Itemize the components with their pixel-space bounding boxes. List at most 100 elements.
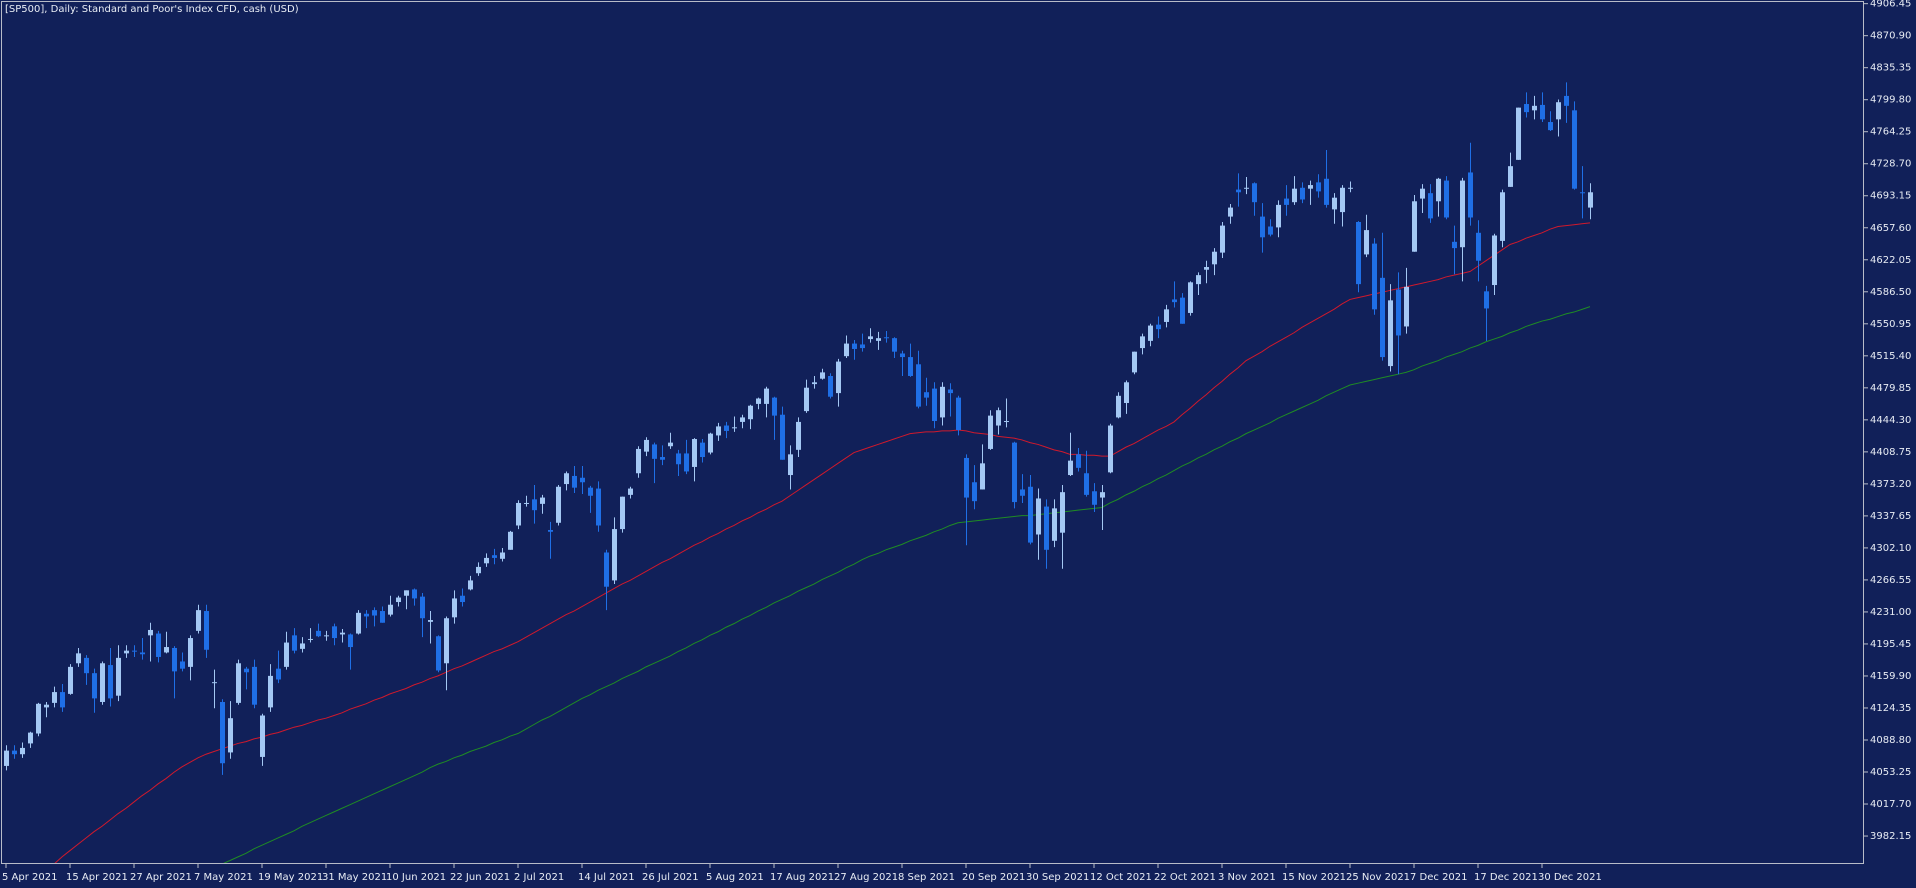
candle-body — [428, 620, 433, 622]
candle-body — [572, 475, 577, 488]
candle-body — [1236, 189, 1241, 193]
candle-body — [884, 337, 889, 339]
y-tick-label: 4302.10 — [1870, 543, 1911, 554]
candle-body — [1092, 491, 1097, 505]
y-tick-label: 4159.90 — [1870, 671, 1911, 682]
x-tick-label: 27 Apr 2021 — [130, 872, 192, 883]
y-tick-label: 4231.00 — [1870, 607, 1911, 618]
candle-body — [1572, 110, 1577, 189]
y-tick-label: 4124.35 — [1870, 703, 1911, 714]
candle-body — [524, 502, 529, 504]
candle-body — [548, 529, 553, 532]
y-tick-label: 3982.15 — [1870, 831, 1911, 842]
candle-body — [1452, 241, 1457, 249]
candle-body — [788, 454, 793, 476]
candle-body — [1484, 291, 1489, 309]
x-tick-label: 3 Nov 2021 — [1218, 872, 1276, 883]
candle-body — [1556, 102, 1561, 120]
candle-body — [700, 442, 705, 458]
y-tick-label: 4550.95 — [1870, 319, 1911, 330]
candle-body — [796, 421, 801, 450]
x-tick-label: 5 Aug 2021 — [706, 872, 764, 883]
candle-body — [1372, 243, 1377, 310]
candle-body — [764, 388, 769, 404]
x-tick-label: 17 Dec 2021 — [1474, 872, 1538, 883]
candle-body — [124, 650, 129, 654]
candle-body — [92, 673, 97, 699]
candle-body — [748, 405, 753, 420]
candle-body — [1388, 300, 1393, 367]
candle-body — [1076, 454, 1081, 468]
y-tick-label: 4835.35 — [1870, 63, 1911, 74]
candle-body — [948, 389, 953, 394]
candle-body — [412, 589, 417, 599]
candle-body — [900, 353, 905, 358]
candle-body — [516, 502, 521, 526]
candle-body — [1476, 232, 1481, 261]
candle-body — [852, 343, 857, 349]
candle-body — [228, 718, 233, 753]
x-tick-label: 25 Nov 2021 — [1346, 872, 1410, 883]
candle-body — [1580, 192, 1585, 194]
candle-body — [172, 647, 177, 672]
candle-body — [4, 750, 9, 766]
candle-body — [476, 566, 481, 574]
y-tick-label: 4586.50 — [1870, 287, 1911, 298]
candle-body — [964, 457, 969, 498]
candle-body — [1220, 225, 1225, 253]
candle-body — [204, 611, 209, 650]
candle-body — [596, 488, 601, 526]
candle-body — [1324, 178, 1329, 205]
candle-body — [1500, 192, 1505, 241]
candle-body — [1188, 282, 1193, 313]
candle-body — [380, 611, 385, 623]
candle-body — [148, 629, 153, 636]
candle-body — [1060, 492, 1065, 533]
candle-body — [244, 668, 249, 673]
candle-body — [116, 657, 121, 696]
candle-body — [1356, 221, 1361, 285]
candle-body — [20, 747, 25, 755]
y-tick-label: 4373.20 — [1870, 479, 1911, 490]
x-tick-label: 5 Apr 2021 — [2, 872, 57, 883]
candle-body — [12, 750, 17, 755]
candle-body — [1124, 382, 1129, 404]
candle-body — [756, 398, 761, 404]
candle-body — [1308, 185, 1313, 189]
candle-body — [1028, 486, 1033, 543]
candle-body — [396, 597, 401, 603]
candle-body — [404, 590, 409, 596]
candle-body — [1108, 425, 1113, 473]
candle-body — [916, 364, 921, 407]
candle-body — [1516, 107, 1521, 160]
candle-body — [956, 397, 961, 431]
candle-body — [324, 635, 329, 637]
candle-body — [740, 417, 745, 422]
candle-body — [68, 666, 73, 694]
y-tick-label: 4444.30 — [1870, 415, 1911, 426]
candle-body — [1508, 166, 1513, 187]
candle-body — [1300, 187, 1305, 200]
candle-body — [1492, 235, 1497, 286]
candle-body — [1276, 204, 1281, 228]
x-tick-label: 31 May 2021 — [322, 872, 387, 883]
x-tick-label: 26 Jul 2021 — [642, 872, 699, 883]
y-tick-label: 4693.15 — [1870, 191, 1911, 202]
candle-body — [348, 634, 353, 648]
candle-body — [508, 531, 513, 550]
x-tick-label: 17 Aug 2021 — [770, 872, 834, 883]
candle-body — [1332, 197, 1337, 210]
candle-body — [1436, 178, 1441, 202]
y-tick-label: 4266.55 — [1870, 575, 1911, 586]
candle-body — [804, 387, 809, 412]
candle-body — [1164, 309, 1169, 322]
candle-body — [1420, 188, 1425, 199]
candle-body — [580, 477, 585, 483]
candle-body — [1364, 230, 1369, 255]
candle-body — [540, 497, 545, 504]
candle-body — [156, 633, 161, 657]
candle-body — [1548, 122, 1553, 131]
candle-body — [1412, 201, 1417, 252]
candle-body — [692, 439, 697, 467]
